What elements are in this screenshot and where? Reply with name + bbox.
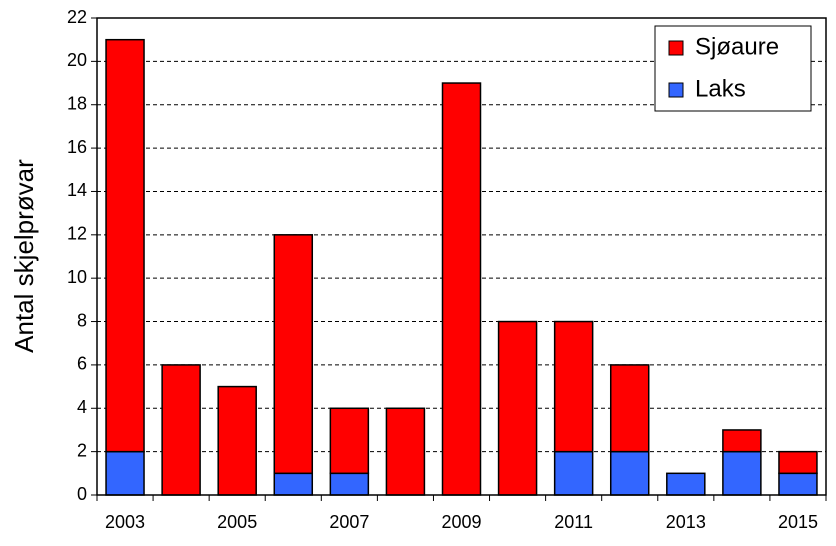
- x-tick-label: 2011: [554, 512, 593, 532]
- bar-segment: [666, 472, 706, 496]
- x-tick-label: 2009: [441, 512, 481, 532]
- y-axis-label: Antal skjelprøvar: [9, 159, 39, 353]
- bar-segment: [553, 320, 594, 453]
- y-tick-label: 2: [77, 440, 87, 460]
- y-tick-label: 14: [67, 180, 87, 200]
- legend-swatch: [668, 40, 684, 56]
- legend-label: Sjøaure: [695, 33, 779, 60]
- legend-swatch: [668, 82, 684, 98]
- bar-segment: [161, 364, 201, 496]
- y-tick-label: 10: [67, 267, 87, 287]
- x-tick-label: 2005: [217, 512, 257, 532]
- y-tick-label: 18: [67, 93, 87, 113]
- y-tick-label: 12: [67, 224, 87, 244]
- y-tick-label: 22: [67, 7, 87, 27]
- bar-segment: [778, 472, 818, 496]
- bar-segment: [217, 385, 257, 496]
- bar-segment: [105, 38, 145, 453]
- x-tick-label: 2007: [329, 512, 369, 532]
- y-tick-label: 4: [77, 397, 87, 417]
- bar-segment: [273, 472, 314, 496]
- bar-segment: [385, 407, 426, 496]
- x-tick-label: 2003: [105, 512, 145, 532]
- bar-segment: [609, 364, 650, 453]
- bar-segment: [105, 450, 145, 496]
- y-tick-label: 20: [67, 50, 87, 70]
- bar-segment: [329, 472, 370, 496]
- y-tick-label: 6: [77, 354, 87, 374]
- x-tick-label: 2013: [666, 512, 706, 532]
- plot-frame: [96, 17, 827, 496]
- bar-segment: [553, 450, 594, 496]
- bar-segment: [497, 320, 538, 496]
- bar-segment: [778, 450, 818, 475]
- bar-segment: [609, 450, 650, 496]
- bar-segment: [329, 407, 370, 475]
- bar-segment: [273, 234, 314, 475]
- y-tick-label: 0: [77, 484, 87, 504]
- y-tick-label: 16: [67, 137, 87, 157]
- bar-segment: [722, 450, 762, 496]
- legend-label: Laks: [695, 75, 746, 102]
- y-tick-label: 8: [77, 310, 87, 330]
- bar-segment: [722, 429, 762, 453]
- bar-segment: [441, 82, 482, 496]
- x-tick-label: 2015: [778, 512, 818, 532]
